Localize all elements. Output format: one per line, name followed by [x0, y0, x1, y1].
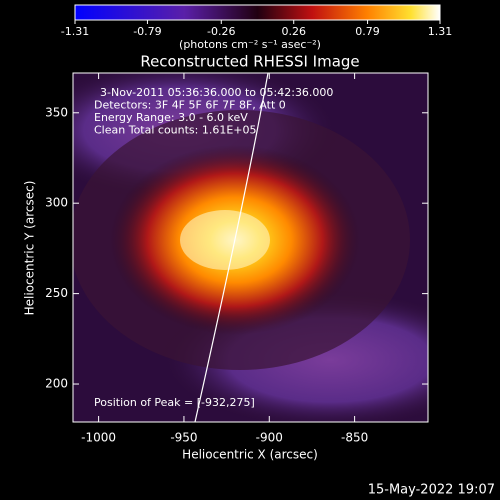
- x-tick-label: -1000: [81, 431, 116, 445]
- y-axis-label: Heliocentric Y (arcsec): [23, 181, 37, 316]
- colorbar-tick-label: -0.79: [133, 25, 161, 38]
- x-tick-label: -950: [170, 431, 197, 445]
- colorbar-label: (photons cm⁻² s⁻¹ asec⁻²): [179, 38, 321, 51]
- x-axis-label: Heliocentric X (arcsec): [182, 448, 318, 462]
- y-tick-label: 350: [45, 105, 68, 119]
- image: [73, 73, 428, 422]
- colorbar-tick-label: 0.26: [281, 25, 306, 38]
- annotation: 3-Nov-2011 05:36:36.000 to 05:42:36.000: [100, 86, 333, 99]
- y-tick-label: 250: [45, 286, 68, 300]
- colorbar-tick-label: -0.26: [207, 25, 235, 38]
- annotation: Energy Range: 3.0 - 6.0 keV: [94, 111, 248, 124]
- chart-title: Reconstructed RHESSI Image: [140, 53, 359, 71]
- peak-label: Position of Peak = [-932,275]: [94, 396, 255, 409]
- plot-frame: [72, 72, 429, 423]
- y-tick-label: 300: [45, 196, 68, 210]
- x-tick-label: -850: [341, 431, 368, 445]
- annotation: Clean Total counts: 1.61E+05: [94, 124, 257, 137]
- annotation: Detectors: 3F 4F 5F 6F 7F 8F, Att 0: [94, 99, 286, 112]
- timestamp: 15-May-2022 19:07: [368, 483, 495, 498]
- colorbar-tick-label: 0.79: [355, 25, 380, 38]
- colorbar-tick-label: -1.31: [61, 25, 89, 38]
- colorbar: [74, 4, 441, 21]
- x-tick-label: -900: [256, 431, 283, 445]
- y-tick-label: 200: [45, 377, 68, 391]
- colorbar-tick-label: 1.31: [428, 25, 453, 38]
